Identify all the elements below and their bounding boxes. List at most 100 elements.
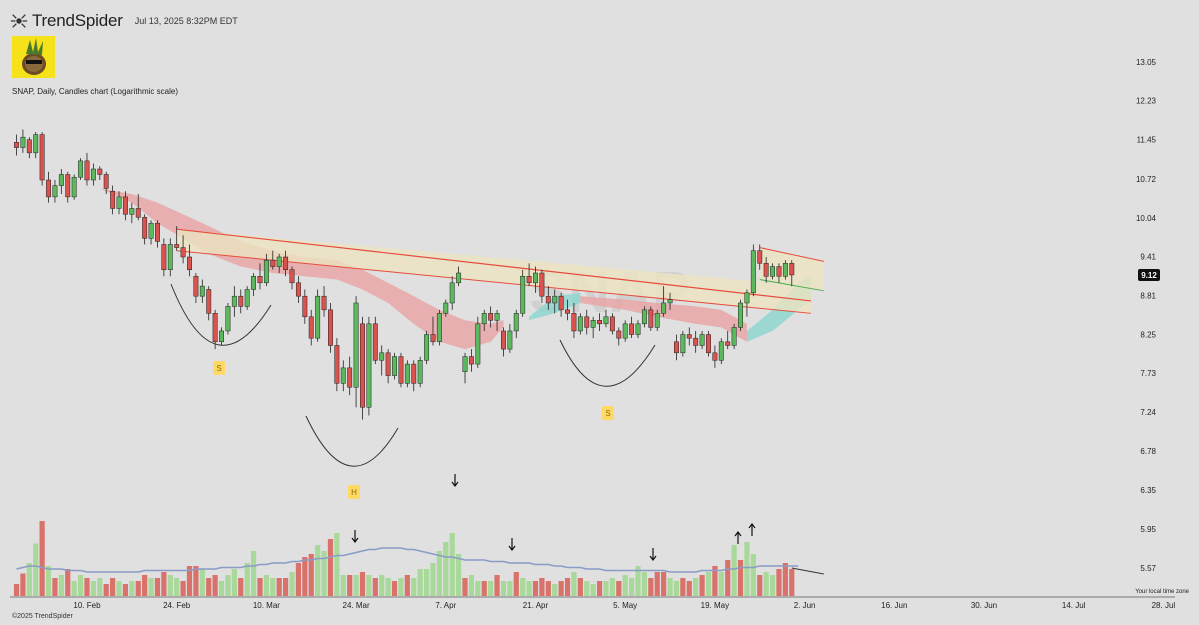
candle[interactable] bbox=[545, 295, 551, 304]
volume-bar[interactable] bbox=[302, 557, 308, 596]
volume-bar[interactable] bbox=[385, 578, 391, 596]
candle[interactable] bbox=[65, 174, 71, 198]
volume-bar[interactable] bbox=[628, 578, 635, 596]
candle[interactable] bbox=[424, 334, 430, 361]
candle[interactable] bbox=[494, 313, 500, 321]
volume-bar[interactable] bbox=[456, 554, 462, 596]
volume-bar[interactable] bbox=[77, 575, 84, 596]
candle[interactable] bbox=[257, 276, 263, 284]
volume-bar[interactable] bbox=[315, 545, 321, 596]
candle[interactable] bbox=[283, 256, 289, 271]
volume-bar[interactable] bbox=[366, 575, 372, 596]
volume-bar[interactable] bbox=[65, 569, 71, 596]
volume-bar[interactable] bbox=[308, 554, 314, 596]
candle[interactable] bbox=[116, 196, 122, 209]
volume-bar[interactable] bbox=[564, 578, 571, 596]
candle[interactable] bbox=[750, 250, 756, 294]
candle[interactable] bbox=[52, 185, 58, 198]
candle[interactable] bbox=[616, 330, 622, 339]
volume-bar[interactable] bbox=[622, 575, 628, 596]
volume-bar[interactable] bbox=[430, 563, 436, 596]
volume-bar[interactable] bbox=[289, 572, 295, 596]
volume-bar[interactable] bbox=[526, 581, 532, 596]
volume-bar[interactable] bbox=[154, 578, 161, 596]
candle[interactable] bbox=[270, 259, 276, 267]
candle[interactable] bbox=[706, 334, 711, 354]
candle[interactable] bbox=[718, 341, 724, 361]
volume-bar[interactable] bbox=[488, 581, 494, 596]
candle[interactable] bbox=[58, 174, 64, 186]
candle[interactable] bbox=[558, 295, 564, 311]
volume-bar[interactable] bbox=[737, 560, 744, 596]
candle[interactable] bbox=[289, 269, 295, 284]
candle[interactable] bbox=[481, 313, 487, 325]
volume-bar[interactable] bbox=[295, 563, 302, 596]
volume-bar[interactable] bbox=[174, 578, 180, 596]
candle[interactable] bbox=[308, 316, 314, 339]
volume-bar[interactable] bbox=[379, 575, 385, 596]
candle[interactable] bbox=[404, 363, 410, 384]
timezone-label[interactable]: Your local time zone bbox=[1135, 589, 1189, 595]
volume-bar[interactable] bbox=[212, 575, 218, 596]
volume-bar[interactable] bbox=[103, 584, 109, 596]
candle[interactable] bbox=[782, 263, 788, 277]
volume-bar[interactable] bbox=[603, 581, 609, 596]
candle[interactable] bbox=[609, 316, 615, 332]
volume-bar[interactable] bbox=[782, 563, 788, 596]
candle[interactable] bbox=[180, 247, 186, 258]
volume-bar[interactable] bbox=[225, 575, 231, 596]
candle[interactable] bbox=[641, 309, 647, 325]
candle[interactable] bbox=[193, 276, 199, 297]
volume-bar[interactable] bbox=[391, 581, 398, 596]
volume-bar[interactable] bbox=[449, 533, 455, 596]
volume-bar[interactable] bbox=[667, 578, 673, 596]
neckline-trendline[interactable] bbox=[176, 228, 812, 302]
volume-bar[interactable] bbox=[641, 572, 648, 596]
volume-bar[interactable] bbox=[584, 581, 590, 596]
volume-bar[interactable] bbox=[90, 581, 96, 596]
candle[interactable] bbox=[667, 299, 673, 304]
candle[interactable] bbox=[597, 320, 603, 325]
candle[interactable] bbox=[577, 316, 583, 332]
candle[interactable] bbox=[379, 352, 385, 361]
candle[interactable] bbox=[46, 179, 51, 198]
volume-bar[interactable] bbox=[552, 584, 558, 596]
volume-bar[interactable] bbox=[180, 581, 186, 596]
candle[interactable] bbox=[520, 276, 526, 314]
volume-bar[interactable] bbox=[718, 572, 724, 596]
candle[interactable] bbox=[603, 316, 609, 325]
candle[interactable] bbox=[693, 337, 699, 346]
candle[interactable] bbox=[276, 256, 282, 267]
volume-bar[interactable] bbox=[750, 554, 756, 596]
candle[interactable] bbox=[712, 352, 718, 361]
candle[interactable] bbox=[680, 334, 686, 354]
candle[interactable] bbox=[789, 263, 795, 276]
volume-bar[interactable] bbox=[654, 572, 660, 596]
candle[interactable] bbox=[212, 313, 218, 343]
candle[interactable] bbox=[552, 295, 558, 304]
candle[interactable] bbox=[90, 168, 96, 181]
volume-bar[interactable] bbox=[327, 539, 334, 596]
candle[interactable] bbox=[225, 306, 231, 332]
volume-bar[interactable] bbox=[142, 575, 148, 596]
candle[interactable] bbox=[622, 323, 628, 339]
neckline-lower-line[interactable] bbox=[176, 250, 812, 314]
volume-bar[interactable] bbox=[270, 578, 276, 596]
candle[interactable] bbox=[155, 222, 160, 242]
volume-bar[interactable] bbox=[763, 572, 769, 596]
candle[interactable] bbox=[174, 244, 180, 248]
volume-bar[interactable] bbox=[693, 578, 699, 596]
volume-bar[interactable] bbox=[148, 578, 154, 596]
candle[interactable] bbox=[571, 313, 577, 332]
candle[interactable] bbox=[161, 244, 167, 271]
volume-bar[interactable] bbox=[577, 578, 583, 596]
volume-bar[interactable] bbox=[590, 584, 596, 596]
candle[interactable] bbox=[122, 196, 128, 215]
volume-bar[interactable] bbox=[372, 578, 378, 596]
candle[interactable] bbox=[725, 341, 731, 346]
candle[interactable] bbox=[738, 302, 743, 328]
volume-bar[interactable] bbox=[500, 581, 507, 596]
candle[interactable] bbox=[584, 316, 590, 328]
candle[interactable] bbox=[238, 295, 244, 307]
candle[interactable] bbox=[590, 320, 596, 328]
